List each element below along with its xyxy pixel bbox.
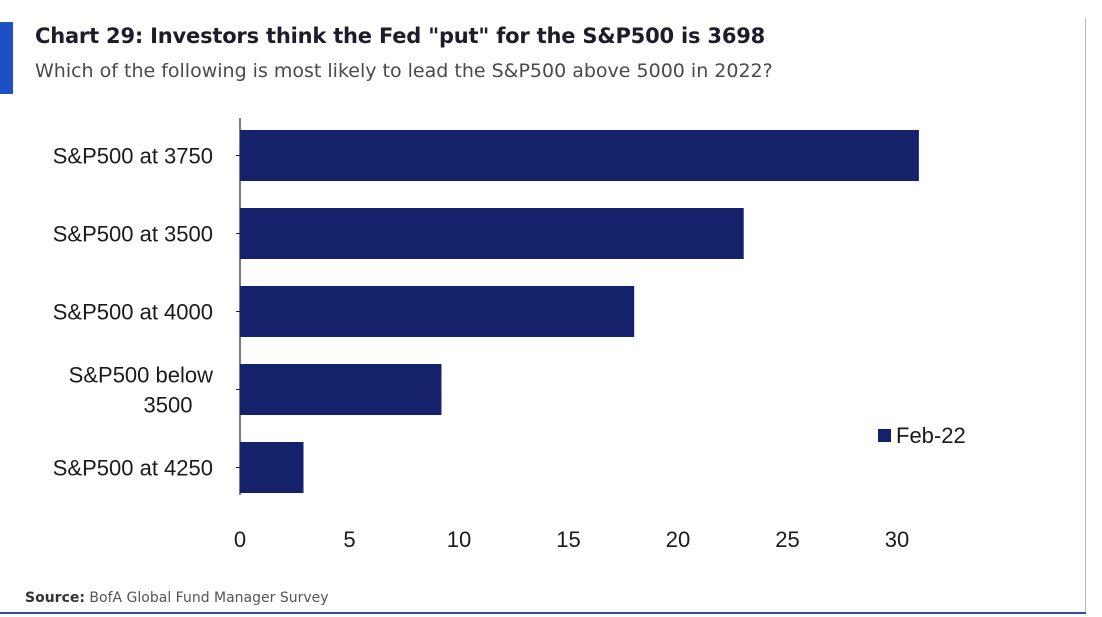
category-label-3: S&P500 below 3500 [69,363,213,418]
x-tick-label-1: 5 [343,527,355,552]
x-tick-label-6: 30 [885,527,909,552]
bar-1 [240,208,744,259]
source-label: Source: [25,590,85,606]
x-tick-label-5: 25 [775,527,799,552]
x-tick-label-0: 0 [234,527,246,552]
category-label-1: S&P500 at 3500 [53,222,213,247]
bar-3 [240,364,442,415]
x-tick-label-3: 15 [556,527,580,552]
source-text: BofA Global Fund Manager Survey [89,590,329,606]
chart-subtitle: Which of the following is most likely to… [35,60,773,82]
source-note: Source: BofA Global Fund Manager Survey [25,590,329,606]
legend-label: Feb-22 [896,423,966,448]
bar-4 [240,442,304,493]
right-border [1085,18,1086,612]
x-tick-label-4: 20 [666,527,690,552]
category-label-line: 3500 [144,393,193,418]
chart-title: Chart 29: Investors think the Fed "put" … [35,24,766,48]
bar-2 [240,286,635,337]
bar-0 [240,130,919,181]
legend-swatch [878,429,891,442]
category-label-line: S&P500 below [69,363,213,388]
bottom-border [0,612,1086,614]
category-label-4: S&P500 at 4250 [53,456,213,481]
accent-bar [0,22,13,94]
category-label-0: S&P500 at 3750 [53,144,213,169]
x-tick-label-2: 10 [447,527,471,552]
category-label-2: S&P500 at 4000 [53,300,213,325]
